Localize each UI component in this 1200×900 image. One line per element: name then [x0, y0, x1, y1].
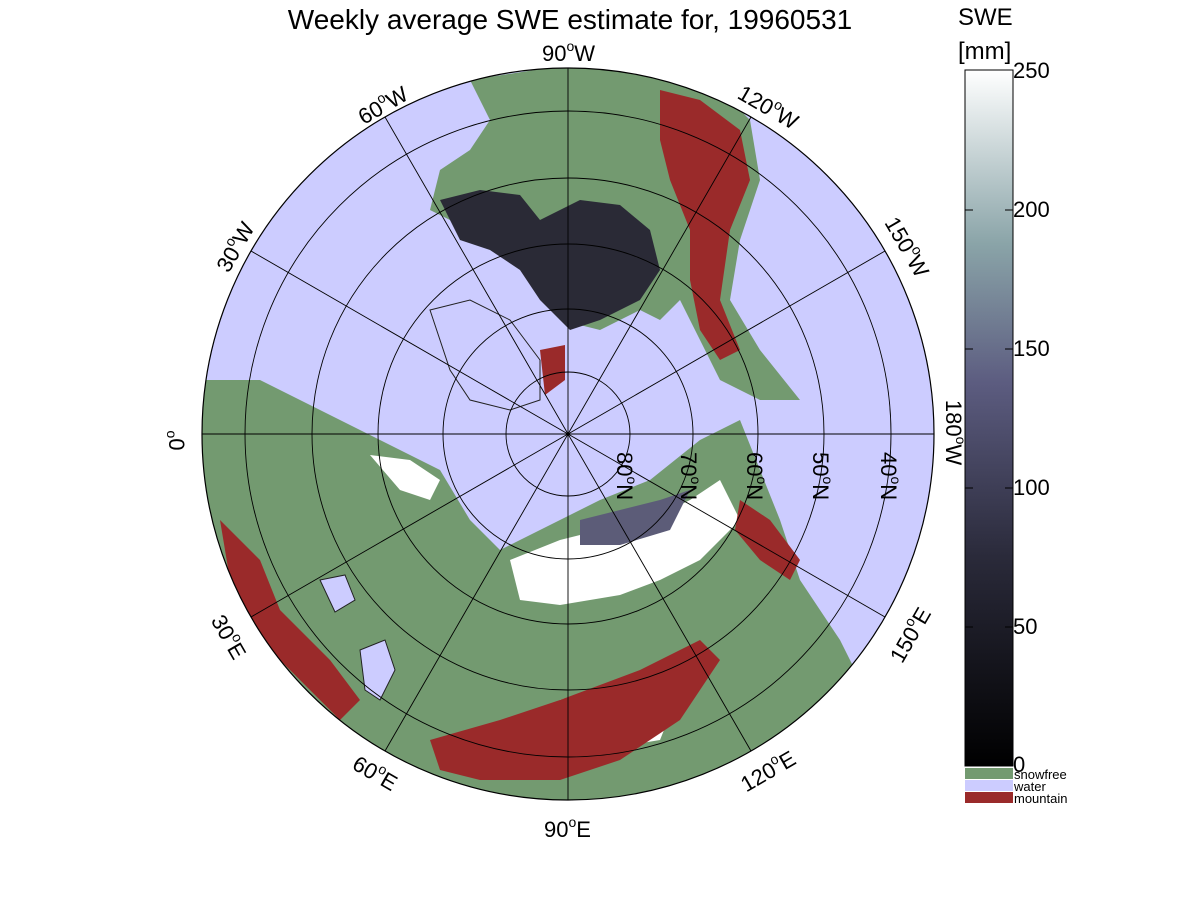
colorbar-title-line2: [mm] [958, 38, 1012, 65]
european-mountains [220, 520, 360, 720]
lat-label-60n: 60oN [742, 452, 770, 501]
map-border [201, 67, 935, 801]
lon-label-90w: 90oW [542, 38, 596, 66]
colorbar-tick-150: 150 [1013, 336, 1050, 361]
colorbar-gradient [964, 69, 1014, 767]
lat-label-40n: 40oN [876, 452, 904, 501]
legend-label-mountain: mountain [1014, 791, 1068, 806]
lon-label-0: 0o [161, 430, 190, 451]
scandinavia-snow [370, 455, 440, 500]
map-title: Weekly average SWE estimate for, 1996053… [287, 4, 853, 35]
legend-label-snowfree: snowfree [1014, 767, 1067, 782]
colorbar-tick-250: 250 [1013, 58, 1050, 83]
colorbar-title-line1: SWE [958, 4, 1013, 31]
siberia-deep-snow [580, 490, 690, 545]
meridians [202, 68, 934, 800]
lat-label-70n: 70oN [676, 452, 704, 501]
legend-swatch-water [965, 780, 1013, 791]
greenland-mountain [540, 345, 565, 395]
greenland [429, 299, 541, 411]
legend-label-water: water [1014, 779, 1046, 794]
legend-swatch-snowfree [965, 768, 1013, 779]
caspian-sea [359, 639, 396, 701]
colorbar-tick-marks [965, 209, 1013, 628]
lat-label-80n: 80oN [612, 452, 640, 501]
lon-label-180w: 180oW [941, 399, 970, 466]
baltic-sea [319, 574, 356, 613]
legend-swatch-mountain [965, 792, 1013, 803]
colorbar-tick-100: 100 [1013, 475, 1050, 500]
north-america-snow [440, 190, 660, 330]
colorbar-tick-200: 200 [1013, 197, 1050, 222]
asian-mountains [430, 640, 720, 780]
colorbar-tick-0: 0 [1013, 752, 1026, 777]
lat-label-50n: 50oN [808, 452, 836, 501]
lon-label-90e: 90oE [544, 814, 591, 842]
colorbar-tick-50: 50 [1013, 614, 1038, 639]
east-siberia-mountains [735, 500, 800, 580]
